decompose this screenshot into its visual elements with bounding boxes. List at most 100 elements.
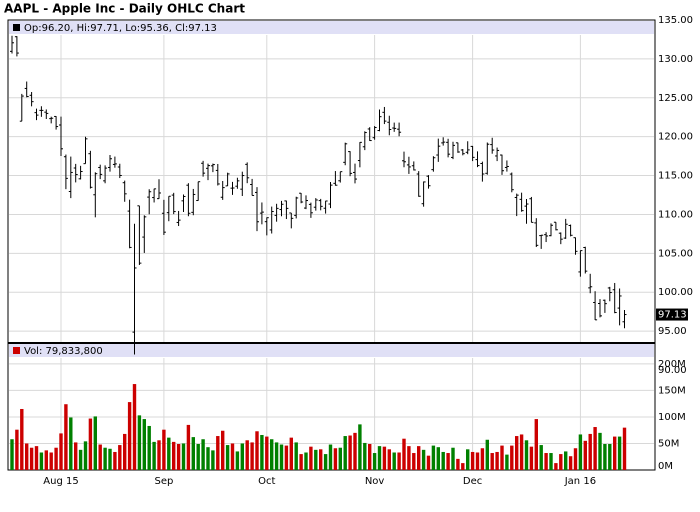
x-tick-label: Oct bbox=[258, 476, 275, 487]
volume-bar bbox=[529, 446, 534, 470]
volume-bar bbox=[186, 424, 191, 470]
volume-bar bbox=[505, 454, 509, 470]
volume-bar bbox=[44, 450, 48, 470]
volume-header-text: Vol: 79,833,800 bbox=[24, 346, 103, 357]
volume-bar bbox=[358, 424, 362, 470]
volume-bar bbox=[255, 431, 259, 470]
volume-bar bbox=[593, 427, 597, 470]
volume-bar bbox=[34, 446, 39, 470]
volume-bar bbox=[475, 452, 480, 470]
volume-bar bbox=[39, 452, 44, 470]
volume-bar bbox=[402, 438, 406, 470]
volume-bar bbox=[436, 447, 440, 470]
volume-bar bbox=[559, 454, 563, 470]
volume-bar bbox=[15, 429, 19, 470]
volume-bar bbox=[284, 445, 289, 470]
volume-bar bbox=[588, 433, 592, 470]
volume-bar bbox=[456, 458, 460, 470]
y-tick-label: 90.00 bbox=[658, 365, 687, 376]
price-panel bbox=[7, 19, 656, 344]
volume-bar bbox=[29, 447, 34, 470]
volume-bar bbox=[480, 448, 485, 470]
volume-bar bbox=[387, 449, 391, 470]
volume-bar bbox=[323, 454, 328, 470]
volume-bar bbox=[201, 439, 205, 470]
volume-bar bbox=[578, 434, 583, 470]
volume-bar bbox=[564, 451, 568, 470]
volume-bar bbox=[270, 439, 274, 470]
volume-bar bbox=[392, 452, 396, 470]
volume-bar bbox=[167, 437, 171, 470]
volume-bar bbox=[176, 444, 181, 470]
volume-bar bbox=[221, 430, 225, 470]
volume-bar bbox=[137, 415, 142, 470]
volume-bar bbox=[88, 418, 93, 470]
volume-bar bbox=[206, 447, 210, 470]
volume-bar bbox=[353, 432, 357, 470]
volume-bar bbox=[64, 404, 68, 470]
volume-bar bbox=[397, 452, 401, 470]
volume-bar bbox=[485, 439, 489, 470]
volume-bar bbox=[294, 442, 298, 470]
volume-bar bbox=[240, 443, 244, 470]
volume-bar bbox=[417, 446, 421, 470]
volume-bar bbox=[426, 455, 431, 470]
volume-bar bbox=[69, 417, 73, 470]
volume-bar bbox=[407, 446, 411, 470]
volume-bar bbox=[230, 443, 235, 470]
price-header bbox=[9, 21, 654, 34]
volume-bar bbox=[113, 451, 117, 470]
volume-bar bbox=[289, 437, 293, 470]
volume-bar bbox=[314, 449, 318, 470]
volume-bar bbox=[74, 442, 78, 470]
volume-bar bbox=[519, 434, 524, 470]
volume-bar bbox=[216, 436, 220, 470]
volume-bar bbox=[49, 452, 53, 470]
volume-bar bbox=[225, 445, 230, 470]
y-tick-label: 125.00 bbox=[658, 93, 693, 104]
volume-bar bbox=[598, 432, 602, 470]
volume-bar bbox=[279, 444, 284, 470]
volume-bar bbox=[583, 440, 587, 470]
volume-bar bbox=[372, 453, 377, 470]
volume-bar bbox=[25, 443, 29, 470]
volume-bar bbox=[421, 449, 426, 470]
volume-bar bbox=[500, 445, 504, 470]
price-legend-icon bbox=[13, 24, 20, 31]
volume-bar bbox=[265, 436, 269, 470]
volume-bar bbox=[118, 445, 122, 470]
volume-bar bbox=[470, 451, 475, 470]
y2-tick-label: 150M bbox=[658, 385, 686, 396]
volume-bar bbox=[554, 463, 558, 470]
volume-bar bbox=[451, 447, 455, 470]
volume-bar bbox=[108, 448, 112, 470]
y2-tick-label: 100M bbox=[658, 412, 686, 423]
volume-bar bbox=[196, 444, 200, 470]
x-tick-label: Dec bbox=[463, 476, 482, 487]
volume-bar bbox=[343, 436, 347, 470]
volume-bar bbox=[328, 444, 333, 470]
volume-bar bbox=[93, 416, 97, 470]
volume-bar bbox=[172, 441, 176, 470]
volume-bar bbox=[412, 453, 416, 470]
x-tick-label: Aug 15 bbox=[43, 476, 78, 487]
volume-legend-icon bbox=[13, 347, 20, 354]
volume-bar bbox=[368, 444, 372, 470]
y-tick-label: 115.00 bbox=[658, 171, 693, 182]
volume-bar bbox=[613, 436, 617, 470]
y-tick-label: 130.00 bbox=[658, 54, 693, 65]
volume-bar bbox=[274, 442, 279, 470]
volume-bar bbox=[245, 440, 249, 470]
volume-bar bbox=[495, 451, 499, 470]
volume-bar bbox=[152, 441, 156, 470]
y2-tick-label: 0M bbox=[658, 461, 673, 472]
volume-bar bbox=[299, 454, 303, 470]
y-tick-label: 135.00 bbox=[658, 15, 693, 26]
volume-bar bbox=[382, 446, 387, 470]
y2-tick-label: 200M bbox=[658, 359, 686, 370]
volume-bar bbox=[157, 440, 161, 470]
volume-bar bbox=[132, 384, 137, 470]
chart-title: AAPL - Apple Inc - Daily OHLC Chart bbox=[4, 2, 245, 16]
last-price-label: 97.13 bbox=[658, 310, 687, 321]
